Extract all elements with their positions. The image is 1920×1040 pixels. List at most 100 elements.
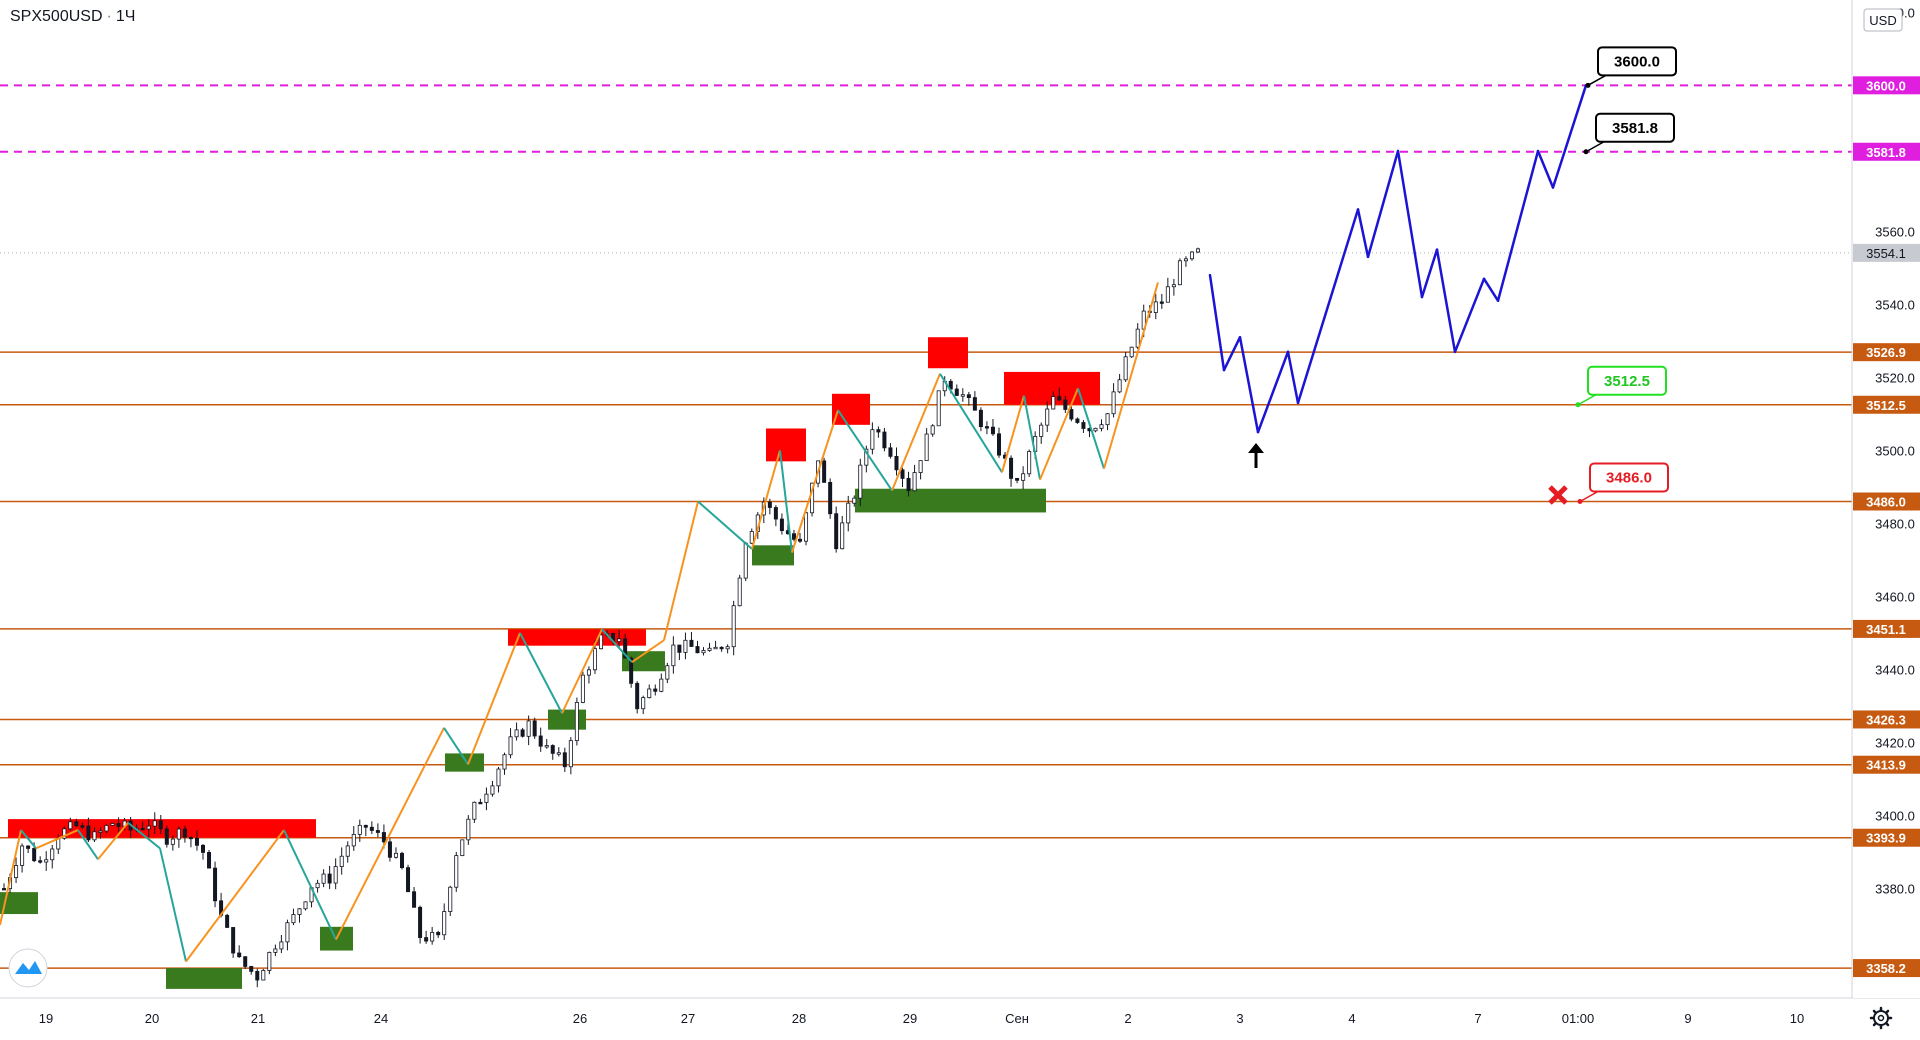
forecast-segment: [1238, 335, 1260, 434]
candle-body: [1105, 413, 1110, 426]
candle-body: [918, 460, 923, 473]
candle-body: [1027, 451, 1032, 475]
candle-body: [1129, 346, 1134, 358]
zigzag-down-segment: [837, 409, 893, 492]
candle-body: [339, 855, 344, 867]
candle-body: [62, 828, 67, 839]
zigzag-up-segment: [97, 822, 129, 860]
tradingview-cloud-icon[interactable]: [8, 948, 48, 988]
candle-body: [623, 638, 628, 659]
zigzag-down-segment: [697, 500, 753, 550]
x-tick-label: 21: [251, 1011, 265, 1026]
forecast-segment: [1536, 149, 1555, 189]
x-tick-label: 24: [374, 1011, 388, 1026]
candle-body: [936, 390, 941, 427]
candle-body: [852, 497, 857, 504]
candle-body: [840, 522, 845, 550]
callout-box: [1587, 365, 1667, 396]
candle-body: [249, 966, 254, 972]
forecast-segment: [1453, 277, 1486, 354]
symbol-label[interactable]: SPX500USD: [10, 8, 103, 25]
candle-body: [140, 827, 145, 831]
supply-zone: [928, 337, 968, 369]
current-price-label: 3554.1: [1866, 246, 1906, 261]
candle-body: [749, 531, 754, 544]
callout-anchor: [1577, 499, 1583, 504]
level-price-label: 3413.9: [1866, 758, 1906, 773]
x-tick-label: 4: [1348, 1011, 1355, 1026]
x-tick-label: 27: [681, 1011, 695, 1026]
callout-pointer: [1585, 141, 1605, 153]
forecast-segment: [1222, 335, 1242, 372]
candle-body: [978, 409, 983, 427]
candle-body: [375, 830, 380, 833]
candle-body: [1153, 301, 1158, 313]
candle-body: [562, 752, 567, 768]
callout-box: [1597, 46, 1677, 77]
candle-body: [870, 429, 875, 450]
horizontal-levels-layer: [0, 84, 1852, 969]
candle-body: [207, 852, 212, 869]
y-tick-label: 3460.0: [1875, 589, 1915, 604]
y-tick-label: 3400.0: [1875, 808, 1915, 823]
zigzag-up-segment: [1001, 395, 1025, 473]
interval-label[interactable]: 1Ч: [115, 8, 136, 25]
candle-body: [194, 837, 199, 846]
zones-layer: [0, 337, 1100, 989]
y-tick-label: 3560.0: [1875, 224, 1915, 239]
candle-body: [1009, 457, 1014, 479]
candle-body: [2, 888, 7, 891]
candle-body: [424, 937, 429, 942]
candle-body: [152, 820, 157, 827]
candle-body: [773, 507, 778, 520]
zigzag-up-segment: [467, 632, 521, 765]
candle-body: [520, 729, 525, 737]
x-tick-label: 01:00: [1562, 1011, 1595, 1026]
zigzag-down-segment: [519, 632, 563, 714]
level-price-label: 3358.2: [1866, 961, 1906, 976]
x-tick-label: 2: [1124, 1011, 1131, 1026]
forecast-segment: [1356, 208, 1370, 259]
candle-body: [906, 478, 911, 492]
zigzag-up-segment: [561, 628, 603, 714]
candle-body: [713, 646, 718, 650]
candle-body: [38, 860, 43, 863]
y-tick-label: 3520.0: [1875, 370, 1915, 385]
level-price-label: 3393.9: [1866, 831, 1906, 846]
zigzag-up-segment: [335, 727, 445, 941]
currency-button[interactable]: USD: [1863, 8, 1903, 32]
candle-body: [327, 873, 332, 884]
candle-body: [1123, 356, 1128, 381]
candle-body: [68, 821, 73, 830]
candle-body: [629, 657, 634, 684]
candle-body: [363, 824, 368, 828]
zigzag-up-segment: [1103, 282, 1159, 469]
time-axis[interactable]: [0, 999, 1852, 1040]
candle-body: [912, 472, 917, 492]
zigzag-down-segment: [77, 829, 99, 860]
zigzag-up-segment: [0, 829, 22, 926]
callout-anchor: [1575, 402, 1581, 408]
callout-label: 3512.5: [1604, 373, 1650, 390]
zigzag-down-segment: [1077, 388, 1105, 469]
zigzag-up-segment: [185, 829, 285, 963]
callout-pointer: [1579, 490, 1599, 503]
candle-body: [997, 433, 1002, 456]
zigzag-up-segment: [663, 501, 699, 641]
candle-body: [834, 513, 839, 550]
candle-body: [695, 646, 700, 654]
callout-box: [1589, 462, 1669, 493]
candle-body: [779, 518, 784, 532]
candle-body: [1063, 399, 1068, 410]
candle-body: [592, 648, 597, 671]
candle-body: [580, 674, 585, 703]
candle-body: [442, 911, 447, 936]
level-price-badge: [1853, 492, 1920, 511]
candle-body: [351, 833, 356, 847]
gear-icon[interactable]: [1869, 1006, 1893, 1030]
candle-body: [32, 848, 37, 862]
candle-body: [345, 845, 350, 857]
candle-body: [731, 605, 736, 648]
candle-body: [894, 455, 899, 471]
